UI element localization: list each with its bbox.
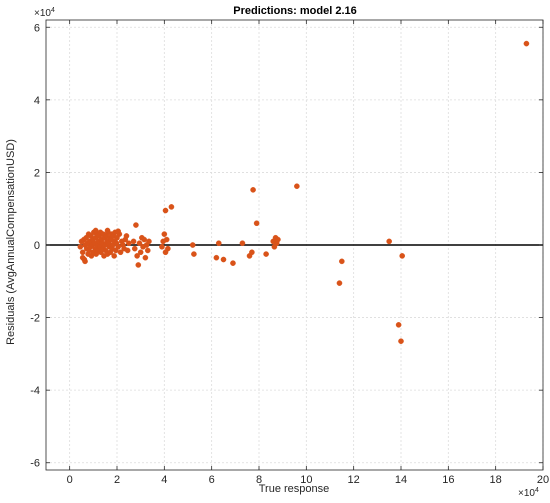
data-point bbox=[115, 228, 121, 235]
x-tick-label: 14 bbox=[395, 474, 407, 486]
data-point bbox=[395, 322, 402, 328]
data-point bbox=[249, 249, 255, 256]
data-point bbox=[163, 236, 170, 243]
axis-ticks: 0 2 4 6 8 10 12 14 16 18 20 -6 -4 -2 0 2 4 6 bbox=[30, 20, 549, 486]
x-tick-label: 8 bbox=[256, 474, 262, 486]
data-point bbox=[131, 245, 138, 252]
data-point bbox=[133, 222, 139, 228]
data-point bbox=[215, 240, 222, 246]
data-point bbox=[220, 256, 227, 263]
data-point bbox=[141, 236, 148, 243]
data-point bbox=[189, 242, 196, 248]
y-tick-label: 6 bbox=[34, 22, 40, 34]
x-tick-label: 2 bbox=[114, 474, 120, 486]
data-point bbox=[161, 231, 168, 237]
data-point bbox=[82, 258, 88, 265]
x-axis-title: True response bbox=[259, 483, 330, 495]
data-point bbox=[253, 220, 260, 227]
y-tick-label: -6 bbox=[30, 458, 40, 470]
x-tick-label: 20 bbox=[537, 474, 549, 486]
data-point bbox=[263, 251, 269, 257]
y-tick-label: 0 bbox=[34, 240, 40, 252]
x-tick-label: 16 bbox=[442, 474, 454, 486]
data-point bbox=[339, 258, 345, 265]
data-point bbox=[137, 249, 144, 256]
data-point bbox=[77, 244, 84, 250]
y-tick-label: -2 bbox=[30, 313, 40, 325]
x-tick-label: 12 bbox=[348, 474, 360, 486]
y-tick-label: 2 bbox=[34, 167, 40, 179]
y-axis-exponent: ×104 bbox=[34, 7, 55, 19]
x-tick-label: 18 bbox=[490, 474, 502, 486]
data-point bbox=[135, 262, 142, 268]
data-point bbox=[92, 227, 99, 234]
data-point bbox=[104, 227, 111, 234]
data-point bbox=[117, 249, 124, 256]
data-point bbox=[213, 254, 220, 261]
data-point bbox=[250, 187, 256, 193]
x-tick-label: 6 bbox=[209, 474, 215, 486]
data-point bbox=[111, 253, 117, 259]
data-point bbox=[144, 247, 151, 254]
x-tick-label: 10 bbox=[300, 474, 312, 486]
data-point bbox=[275, 236, 281, 243]
data-point bbox=[159, 244, 165, 250]
data-point bbox=[336, 280, 343, 286]
data-point bbox=[162, 207, 169, 214]
data-point bbox=[191, 251, 197, 257]
data-point bbox=[294, 183, 300, 190]
data-point bbox=[165, 245, 171, 252]
data-point bbox=[124, 247, 131, 254]
x-axis-exponent: ×104 bbox=[518, 487, 539, 499]
data-point bbox=[134, 253, 140, 259]
data-point bbox=[130, 238, 137, 245]
data-point bbox=[386, 238, 392, 245]
x-tick-label: 0 bbox=[67, 474, 73, 486]
data-point bbox=[146, 238, 152, 245]
data-point bbox=[230, 260, 236, 266]
data-point bbox=[168, 204, 175, 210]
chart-title: Predictions: model 2.16 bbox=[233, 5, 356, 17]
x-tick-label: 4 bbox=[161, 474, 167, 486]
data-point bbox=[398, 338, 404, 344]
data-point bbox=[239, 240, 246, 246]
data-point bbox=[399, 253, 405, 259]
data-point bbox=[523, 40, 530, 47]
data-point bbox=[79, 249, 86, 256]
y-tick-label: -4 bbox=[30, 385, 40, 397]
data-point bbox=[123, 233, 130, 239]
data-point bbox=[126, 240, 132, 246]
data-point bbox=[115, 244, 121, 250]
y-axis-title: Residuals (AvgAnnualCompensationUSD) bbox=[5, 139, 17, 345]
residual-points bbox=[77, 40, 530, 344]
y-tick-label: 4 bbox=[34, 95, 40, 107]
data-point bbox=[136, 240, 143, 246]
data-point bbox=[142, 254, 149, 261]
